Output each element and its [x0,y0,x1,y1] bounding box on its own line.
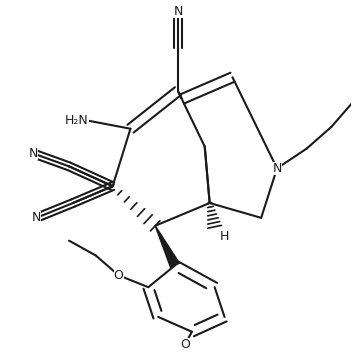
Polygon shape [155,226,179,268]
Text: H₂N: H₂N [65,114,89,127]
Text: N: N [32,211,41,224]
Text: N: N [272,162,282,175]
Text: H: H [220,230,229,243]
Text: N: N [173,5,183,18]
Text: O: O [180,338,190,351]
Text: N: N [29,147,38,160]
Text: O: O [114,269,124,282]
